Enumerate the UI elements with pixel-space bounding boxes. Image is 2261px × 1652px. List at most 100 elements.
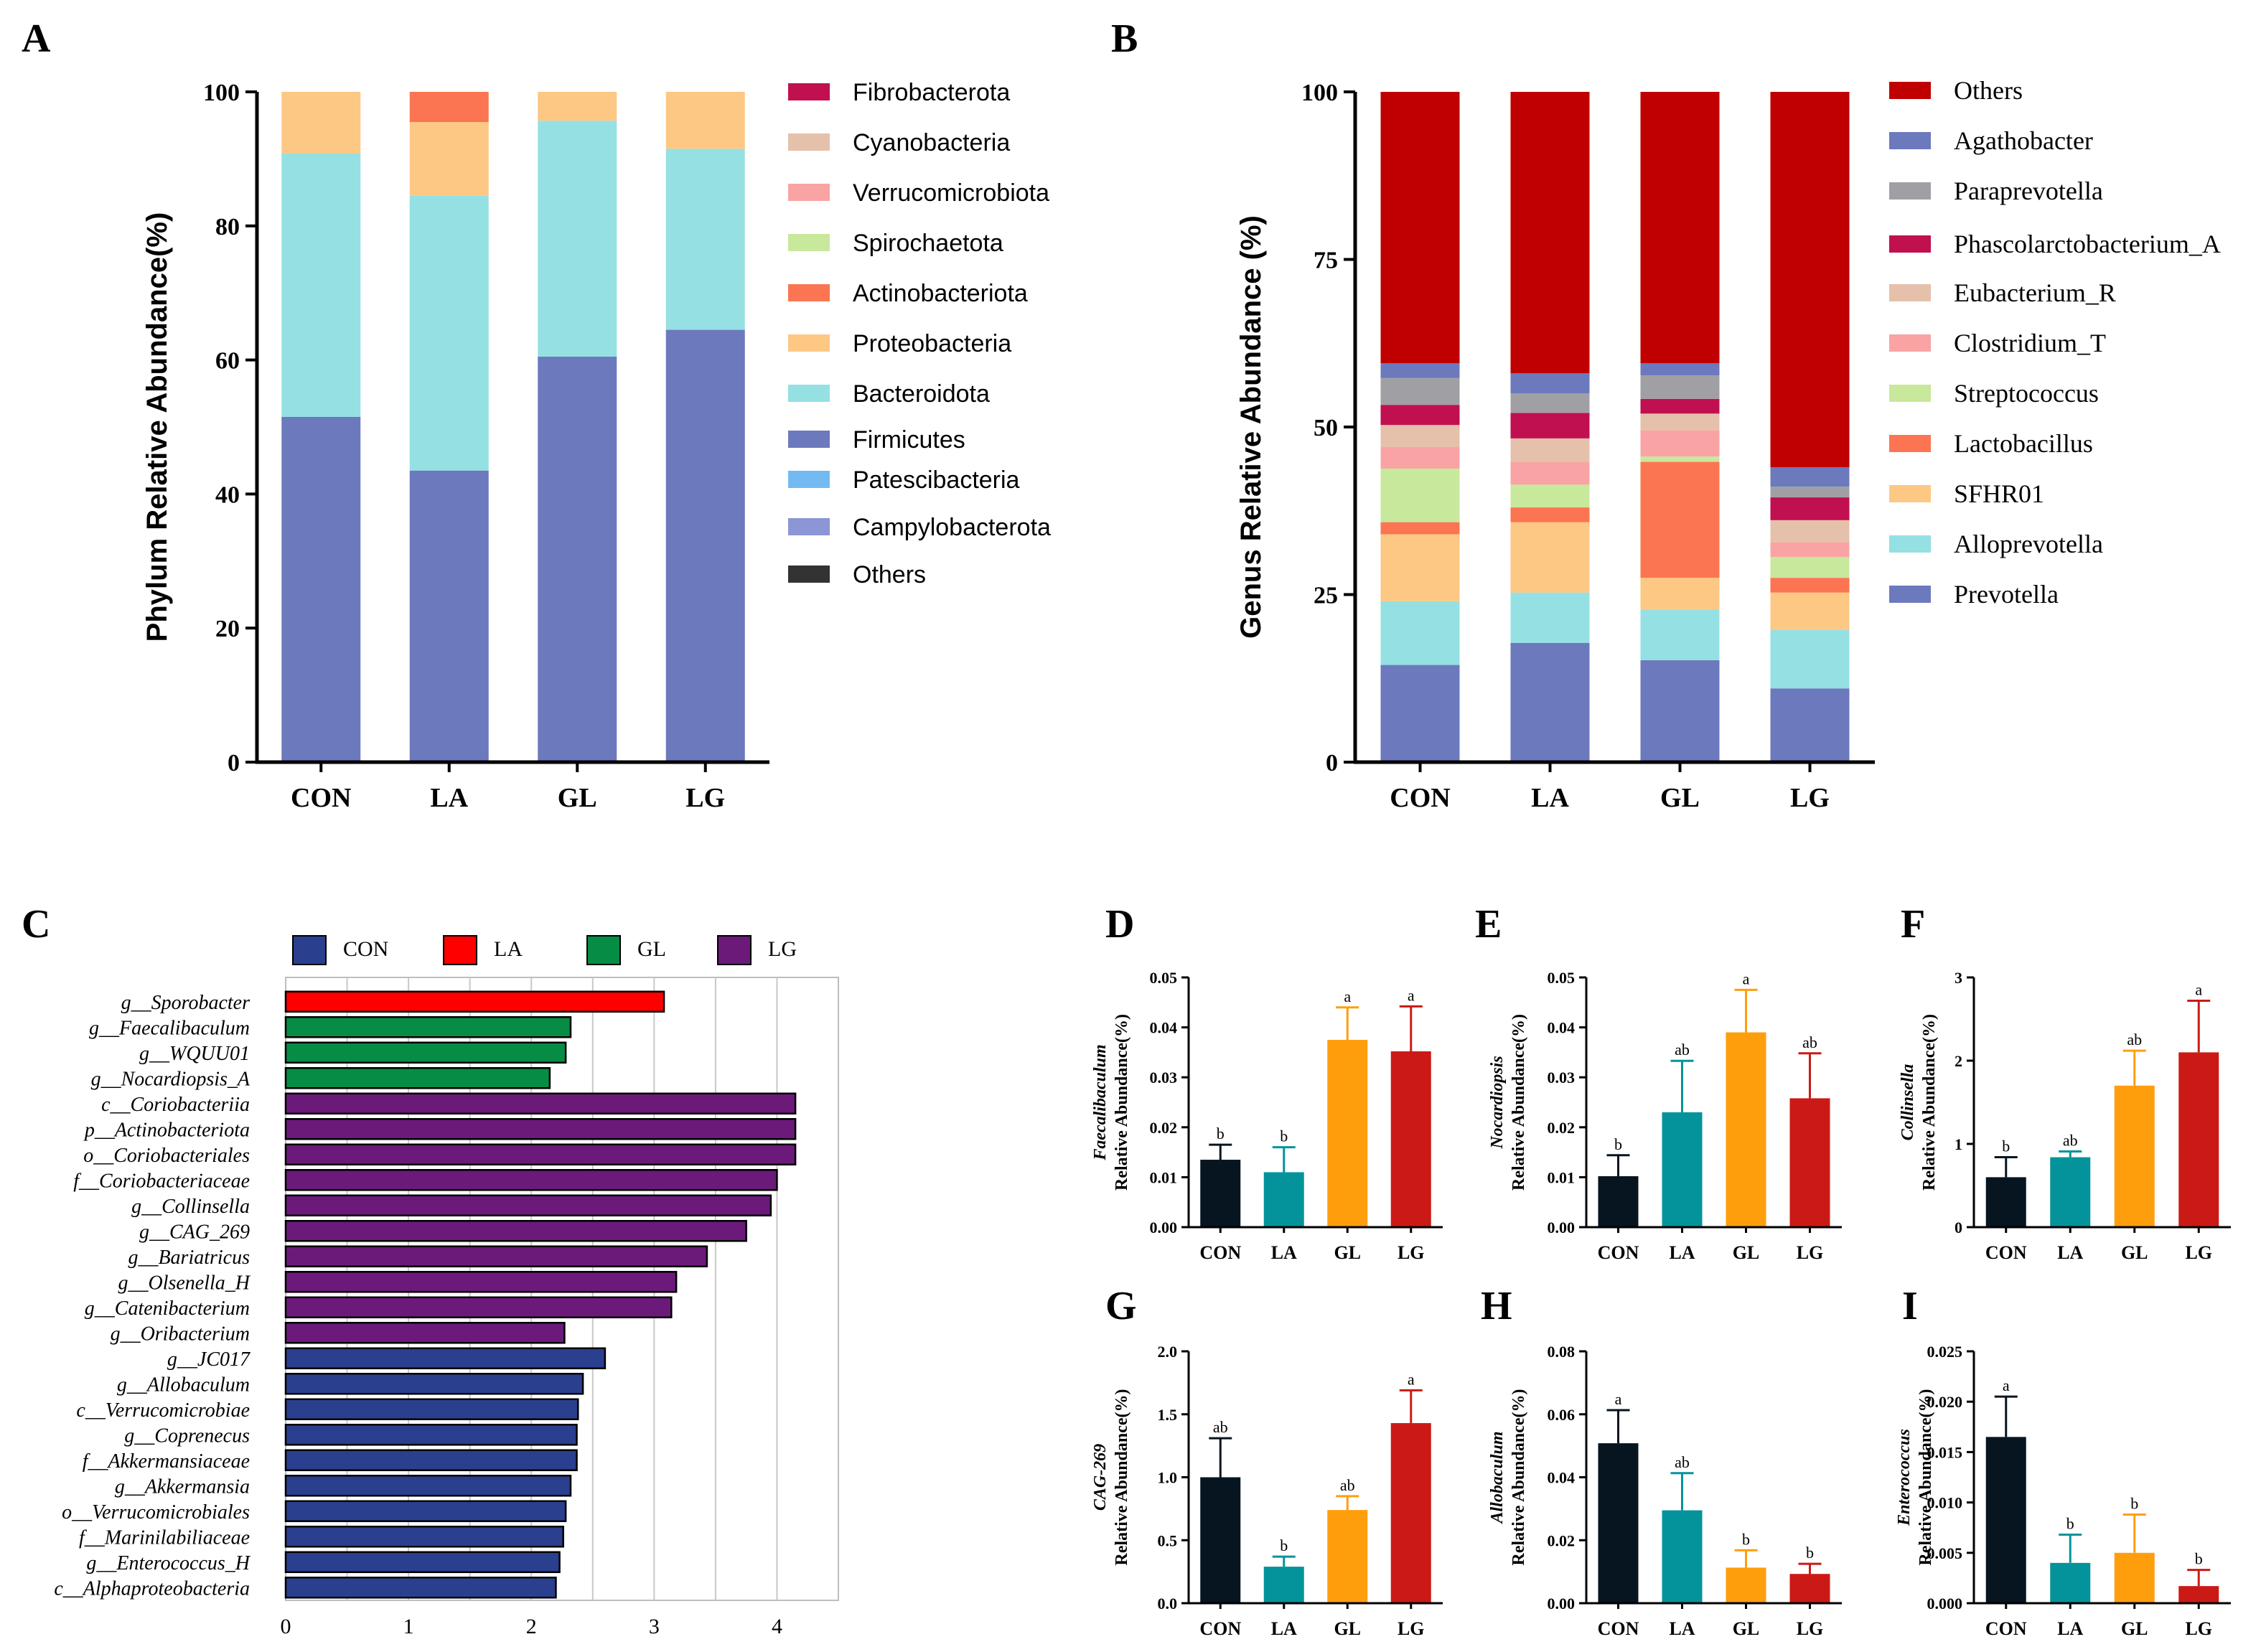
lda-bar-g-cag-269: [284, 1220, 747, 1242]
stack-segment-gl-firmicutes: [538, 356, 617, 762]
y-tick-label: 0.010: [1927, 1494, 1963, 1512]
y-axis-label-genus: CAG-269: [1091, 1444, 1110, 1511]
stack-segment-lg-lactobacillus: [1770, 578, 1850, 593]
x-tick-label: LA: [1271, 1242, 1297, 1263]
stack-segment-gl-streptococcus: [1640, 456, 1720, 462]
y-tick-label: 0.020: [1927, 1393, 1963, 1411]
lda-bar-label: f__Marinilabiliaceae: [79, 1526, 250, 1549]
y-axis-label: Nocardiopsis Relative Abundance(%): [1488, 1014, 1528, 1191]
legend-swatch-patescibacteria: [788, 471, 830, 488]
legend-swatch-streptococcus: [1889, 385, 1931, 402]
lda-bar-o-verrucomicrobiales: [284, 1500, 567, 1522]
legend-swatch-gl: [586, 935, 621, 965]
lda-bar-g-sporobacter: [284, 990, 665, 1013]
significance-letter: b: [1280, 1127, 1288, 1145]
legend-label: Prevotella: [1954, 580, 2059, 609]
stack-segment-lg-firmicutes: [665, 329, 745, 762]
lda-bar-label: g__CAG_269: [139, 1221, 250, 1243]
stack-segment-lg-others: [1770, 92, 1850, 468]
legend-label: GL: [637, 937, 666, 961]
y-tick-label: 1: [1955, 1135, 1962, 1153]
x-tick-label: 0: [281, 1615, 291, 1638]
x-tick-label: 1: [403, 1615, 414, 1638]
legend-label: Campylobacterota: [853, 514, 1051, 541]
x-tick-label: CON: [1985, 1242, 2027, 1263]
legend-label: Patescibacteria: [853, 466, 1020, 494]
y-tick-label: 0.01: [1548, 1168, 1576, 1186]
bar-gl: [1327, 1510, 1368, 1603]
y-tick-label: 75: [1314, 248, 1338, 274]
y-tick-label: 50: [1314, 415, 1338, 441]
legend-label: Bacteroidota: [853, 380, 990, 408]
panel-label-d: D: [1105, 902, 1134, 947]
x-tick-label: LG: [1398, 1618, 1425, 1639]
legend-label: Alloprevotella: [1954, 530, 2103, 558]
stack-segment-gl-agathobacter: [1640, 363, 1720, 376]
y-tick-label: 0.000: [1927, 1595, 1963, 1613]
legend-label: Spirochaetota: [853, 230, 1003, 257]
legend-label: SFHR01: [1954, 479, 2044, 508]
lda-bar-f-marinilabiliaceae: [284, 1526, 564, 1548]
x-tick-label: LG: [2185, 1618, 2212, 1639]
y-tick-label: 0.01: [1150, 1168, 1178, 1186]
x-tick-label: GL: [1660, 783, 1700, 813]
stack-segment-con-phascolarctobacterium-a: [1380, 405, 1460, 426]
lda-bar-label: o__Coriobacteriales: [83, 1145, 250, 1167]
significance-letter: a: [1743, 970, 1750, 987]
y-tick-label: 0.02: [1548, 1119, 1576, 1137]
lda-bar-label: f__Akkermansiaceae: [83, 1450, 250, 1473]
stack-segment-lg-phascolarctobacterium-a: [1770, 497, 1850, 520]
y-tick-label: 0.02: [1150, 1119, 1178, 1137]
lda-bar-label: g__Oribacterium: [111, 1323, 250, 1345]
y-axis-label-genus: Enterococcus: [1895, 1429, 1914, 1526]
x-tick-label: 2: [526, 1615, 537, 1638]
legend-swatch-phascolarctobacterium-a: [1889, 235, 1931, 253]
lda-bar-g-allobaculum: [284, 1373, 584, 1395]
x-tick-label: GL: [2121, 1242, 2148, 1263]
lda-bar-g-coprenecus: [284, 1424, 578, 1446]
lda-bar-label: p__Actinobacteriota: [83, 1119, 250, 1141]
x-tick-label: GL: [1334, 1242, 1361, 1263]
legend-label: Clostridium_T: [1954, 329, 2106, 357]
significance-letter: b: [1742, 1530, 1750, 1548]
y-axis-label: Enterococcus Relative Abundance(%): [1895, 1389, 1935, 1566]
panel-label-h: H: [1481, 1284, 1512, 1328]
significance-letter: b: [2130, 1494, 2138, 1512]
y-axis-label: Phylum Relative Abundance(%): [141, 212, 173, 642]
y-tick-label: 2.0: [1158, 1343, 1178, 1361]
y-tick-label: 0: [1955, 1219, 1962, 1236]
stack-segment-lg-alloprevotella: [1770, 630, 1850, 689]
significance-letter: b: [1614, 1135, 1622, 1153]
stack-segment-gl-eubacterium-r: [1640, 413, 1720, 431]
legend-swatch-actinobacteriota: [788, 284, 830, 301]
lda-bar-g-catenibacterium: [284, 1296, 673, 1318]
bar-con: [1598, 1443, 1639, 1603]
stack-segment-con-alloprevotella: [1380, 601, 1460, 665]
legend-label: Agathobacter: [1954, 126, 2093, 155]
stack-segment-gl-alloprevotella: [1640, 609, 1720, 661]
legend-swatch-alloprevotella: [1889, 535, 1931, 553]
stack-segment-lg-paraprevotella: [1770, 487, 1850, 498]
lda-bar-label: g__JC017: [167, 1348, 251, 1371]
x-tick-label: LG: [1797, 1242, 1824, 1263]
legend-label: CON: [343, 937, 388, 961]
stack-segment-lg-prevotella: [1770, 688, 1850, 762]
bar-con: [1200, 1160, 1241, 1227]
x-tick-label: CON: [1199, 1242, 1241, 1263]
lda-bar-label: g__Allobaculum: [117, 1374, 250, 1396]
legend-swatch-eubacterium-r: [1889, 284, 1931, 301]
lda-bar-g-wquu01: [284, 1041, 567, 1064]
stack-segment-con-sfhr01: [1380, 534, 1460, 601]
stack-segment-la-paraprevotella: [1510, 393, 1590, 413]
y-tick-label: 1.0: [1158, 1469, 1178, 1487]
legend-swatch-paraprevotella: [1889, 182, 1931, 200]
x-tick-label: LA: [1271, 1618, 1297, 1639]
y-axis-label-units: Relative Abundance(%): [1920, 1014, 1939, 1191]
y-tick-label: 40: [215, 482, 240, 508]
panel-label-b: B: [1111, 17, 1138, 61]
stack-segment-gl-sfhr01: [1640, 578, 1720, 610]
y-axis-label: Collinsella Relative Abundance(%): [1899, 1014, 1939, 1191]
x-tick-label: LA: [1669, 1242, 1695, 1263]
significance-letter: a: [1408, 986, 1415, 1004]
